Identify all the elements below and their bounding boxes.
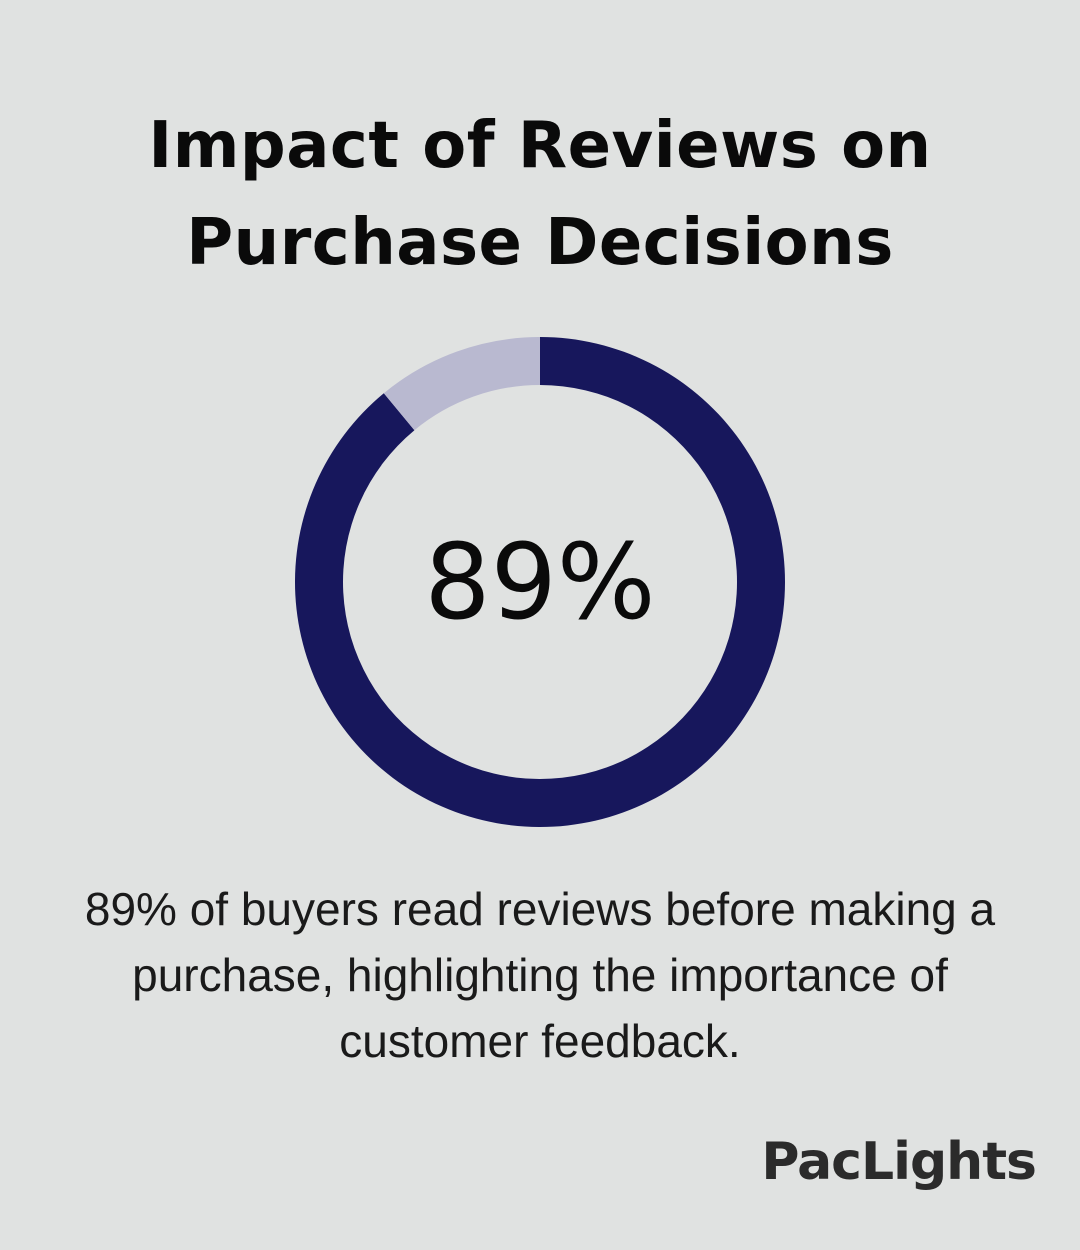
caption-line-3: customer feedback. bbox=[339, 1015, 741, 1067]
center-label: 89% bbox=[424, 521, 655, 643]
page-title: Impact of Reviews on Purchase Decisions bbox=[0, 98, 1080, 292]
donut-chart: 89% bbox=[295, 337, 786, 827]
title-line-2: Purchase Decisions bbox=[186, 206, 894, 280]
caption: 89% of buyers read reviews before making… bbox=[40, 876, 1040, 1074]
donut-slice-remainder bbox=[383, 337, 540, 431]
caption-line-1: 89% of buyers read reviews before making… bbox=[84, 883, 996, 935]
paclights-logo: PacLights bbox=[761, 1132, 1037, 1192]
title-line-1: Impact of Reviews on bbox=[148, 109, 932, 183]
caption-line-2: purchase, highlighting the importance of bbox=[132, 949, 948, 1001]
